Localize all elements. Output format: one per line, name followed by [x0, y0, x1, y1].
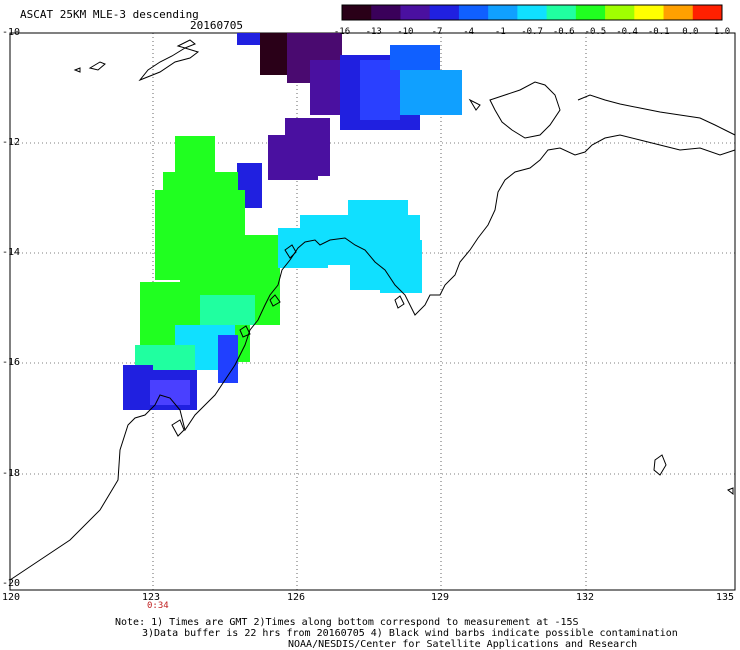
colorbar-swatch [634, 5, 665, 20]
colorbar-swatch [663, 5, 694, 20]
colorbar-swatch [488, 5, 518, 20]
coastline [9, 39, 736, 581]
colorbar-tick-label: -10 [397, 27, 414, 37]
lat-label: -10 [2, 27, 21, 38]
colorbar-swatch [575, 5, 606, 20]
colorbar-tick-label: 0.0 [682, 27, 699, 37]
colorbar-swatch [371, 5, 401, 20]
colorbar-swatch [517, 5, 548, 20]
lon-label: 123 [142, 592, 161, 603]
colorbar-tick-label: -0.1 [647, 27, 670, 37]
colorbar-swatch [342, 5, 372, 20]
note-line-2: 3)Data buffer is 22 hrs from 20160705 4)… [142, 628, 678, 639]
colorbar-tick-label: -16 [333, 27, 351, 37]
colorbar-swatch [546, 5, 577, 20]
colorbar-tick-label: -0.4 [616, 27, 638, 37]
note-line-1: Note: 1) Times are GMT 2)Times along bot… [115, 617, 579, 628]
lat-label: -14 [2, 247, 21, 258]
colorbar-tick-label: -7 [431, 27, 443, 37]
lat-label: -20 [2, 578, 21, 589]
chart-title: ASCAT 25KM MLE-3 descending [20, 8, 199, 21]
colorbar-swatch [429, 5, 460, 20]
lat-label: -16 [2, 357, 21, 368]
chart-date: 20160705 [190, 19, 243, 32]
colorbar-tick-label: -0.5 [584, 27, 607, 37]
plot-frame [9, 32, 736, 591]
colorbar-swatch [692, 5, 723, 20]
lon-label: 135 [716, 592, 735, 603]
colorbar-tick-label: 1.0 [713, 27, 731, 37]
colorbar-tick-label: -0.7 [521, 27, 543, 37]
colorbar-swatch [605, 5, 635, 20]
lon-label: 129 [431, 592, 450, 603]
colorbar-swatch [400, 5, 431, 20]
lon-label: 126 [287, 592, 306, 603]
colorbar-tick-label: -4 [463, 27, 475, 37]
colorbar [341, 4, 723, 21]
lat-label: -12 [2, 137, 21, 148]
lon-label: 120 [2, 592, 21, 603]
colorbar-tick-label: -13 [365, 27, 382, 37]
colorbar-frame [341, 4, 723, 21]
lat-label: -18 [2, 468, 21, 479]
colorbar-tick-label: -0.6 [552, 27, 575, 37]
colorbar-tick-label: -1 [494, 27, 506, 37]
note-line-3: NOAA/NESDIS/Center for Satellite Applica… [288, 639, 638, 650]
wind-swath-north [237, 33, 462, 208]
lon-label: 132 [576, 592, 595, 603]
colorbar-swatch [458, 5, 489, 20]
time-label: 0:34 [147, 601, 169, 611]
wind-swath-west [123, 136, 280, 410]
